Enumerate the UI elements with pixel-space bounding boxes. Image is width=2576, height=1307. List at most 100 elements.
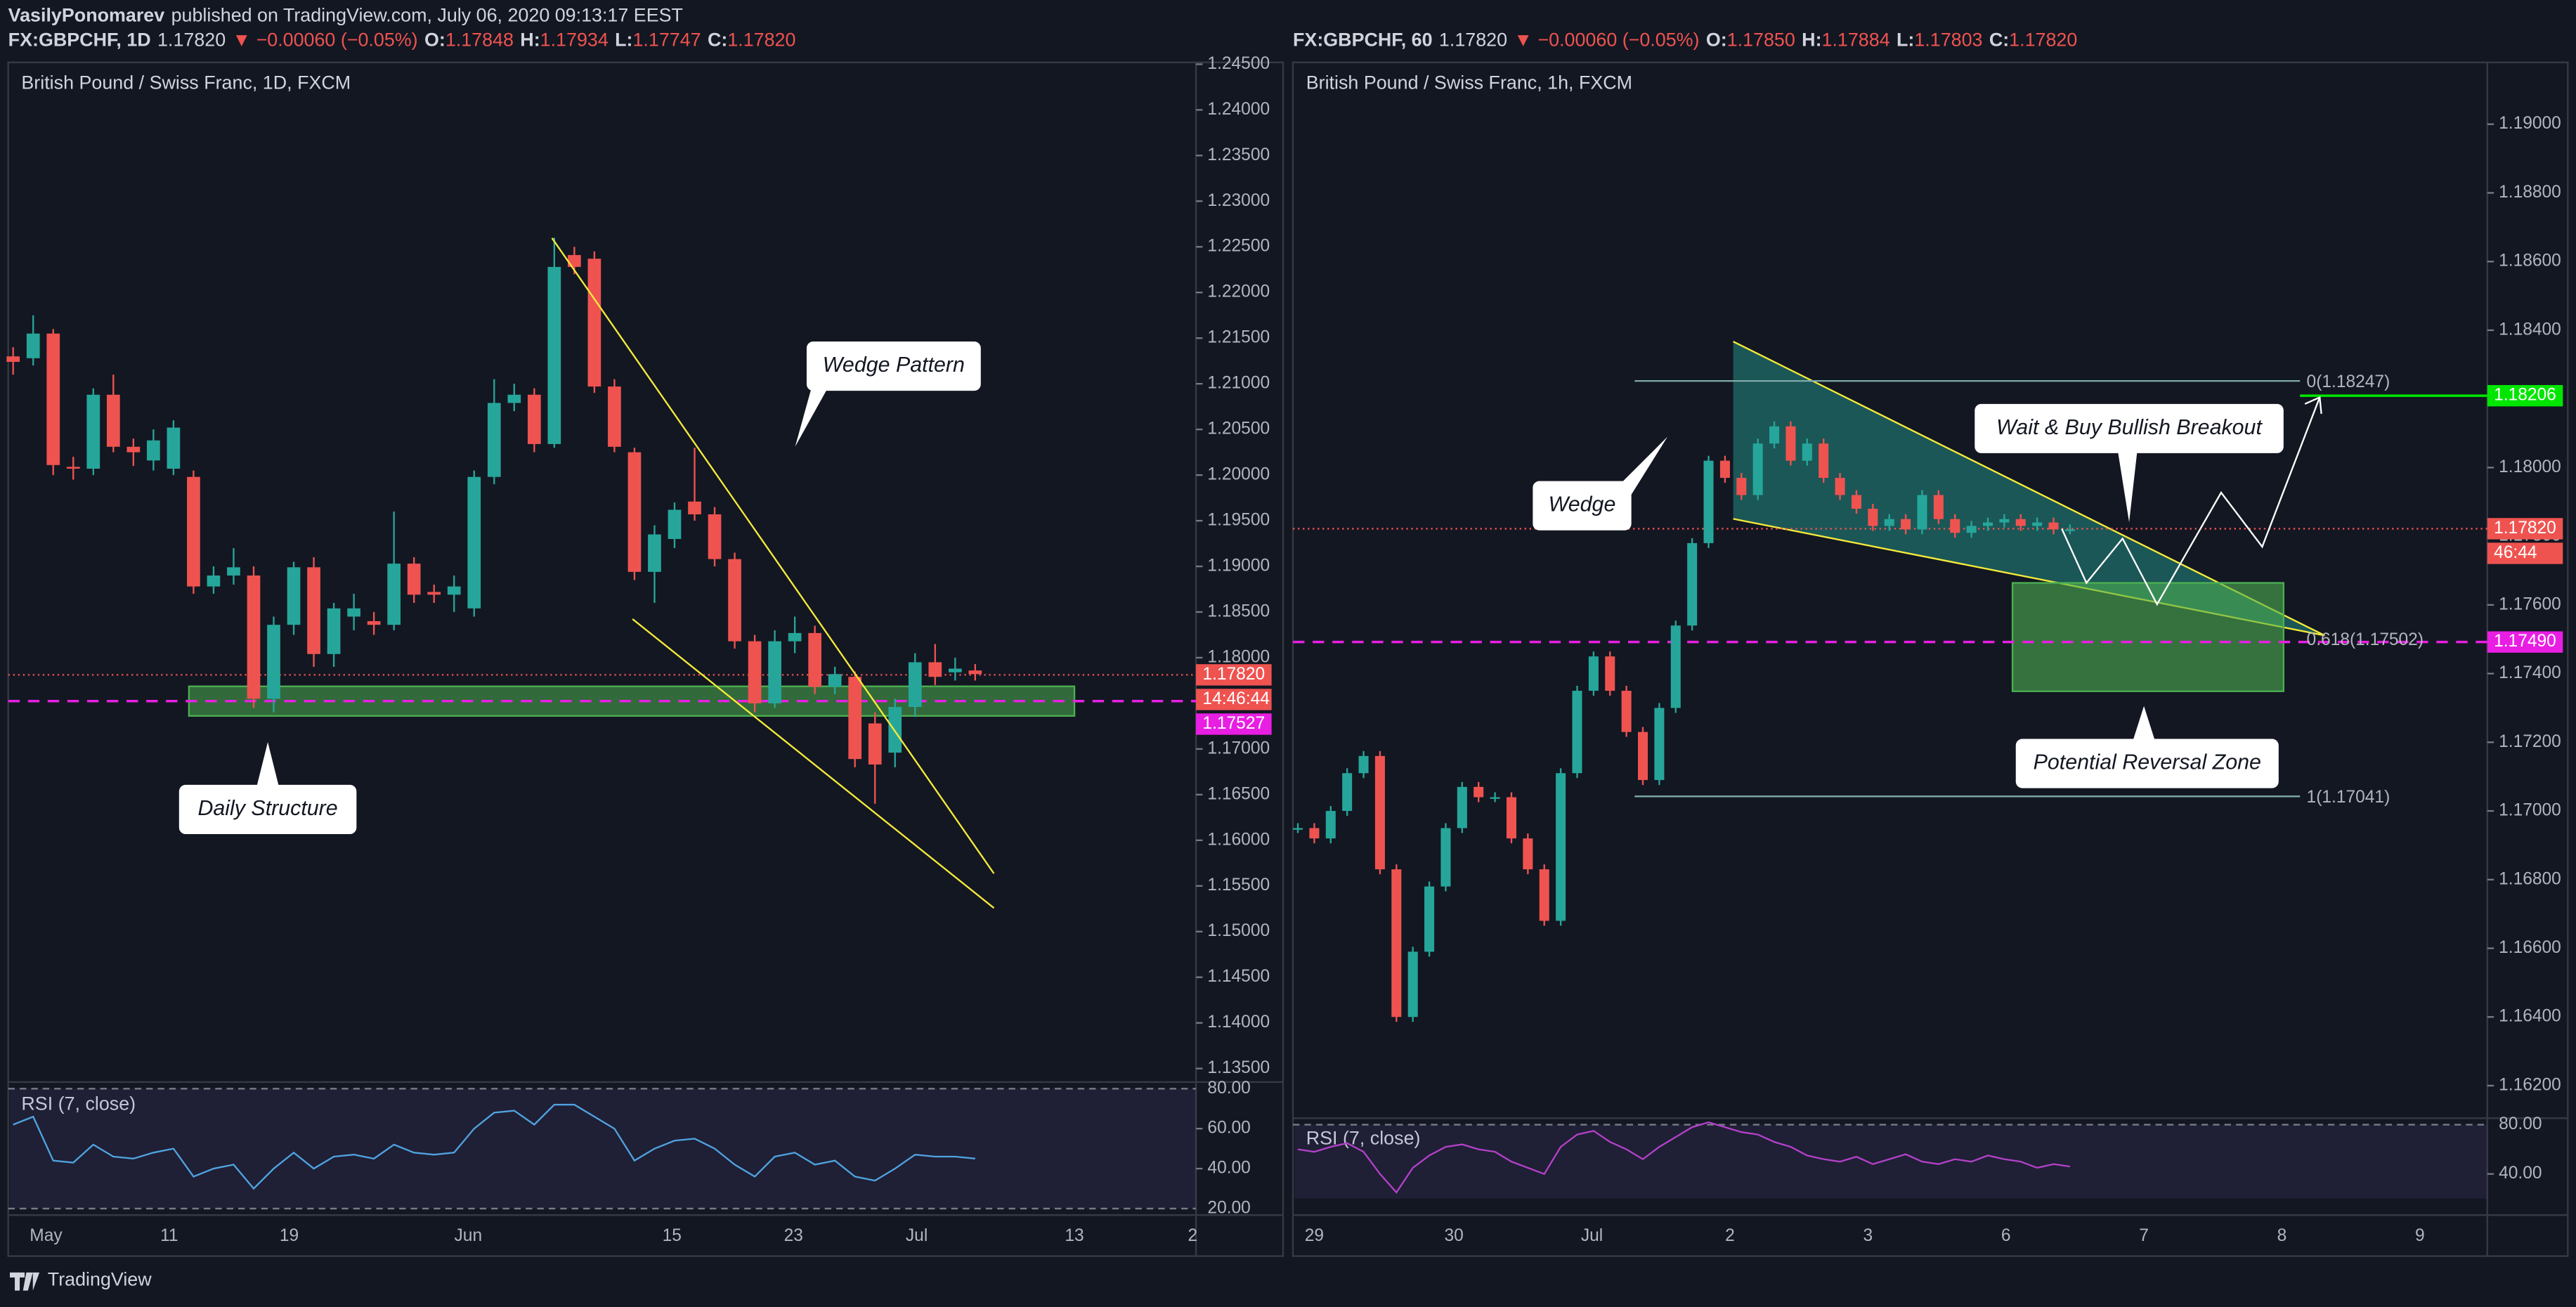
rsi-tick-label: 60.00 bbox=[1207, 1119, 1250, 1138]
ohlc-value: 1.17803 bbox=[1914, 30, 1982, 51]
price-tick-label: 1.16200 bbox=[2499, 1075, 2561, 1094]
candle-body bbox=[848, 677, 862, 760]
price-tick-label: 1.18000 bbox=[2499, 457, 2561, 476]
time-label: 9 bbox=[2415, 1226, 2425, 1245]
candle-body bbox=[1884, 519, 1894, 526]
candle-body bbox=[1358, 755, 1369, 774]
candle-body bbox=[728, 559, 741, 642]
wedge-line bbox=[632, 618, 995, 909]
price-tick-label: 1.17400 bbox=[2499, 663, 2561, 682]
candle-body bbox=[1736, 478, 1747, 495]
price-tag bbox=[1196, 713, 1272, 735]
candle-body bbox=[2015, 519, 2026, 526]
ohlc-label: H: bbox=[520, 30, 540, 51]
symbol: FX:GBPCHF, 1D bbox=[8, 30, 151, 51]
price-tick-label: 1.24500 bbox=[1207, 54, 1270, 73]
brand: TradingView bbox=[48, 1269, 152, 1290]
price-tick-label: 1.18600 bbox=[2499, 252, 2561, 271]
candle-body bbox=[2064, 529, 2075, 531]
time-label: 11 bbox=[160, 1226, 178, 1245]
price-tag-label: 1.17490 bbox=[2494, 632, 2556, 651]
candle-body bbox=[627, 452, 642, 572]
price-tick-label: 1.19500 bbox=[1207, 511, 1270, 530]
price-tick-label: 1.22500 bbox=[1207, 237, 1270, 256]
callout-pointer bbox=[256, 742, 280, 788]
candle-body bbox=[1523, 838, 1533, 870]
candle-body bbox=[467, 476, 481, 609]
callout-box bbox=[1975, 403, 2284, 453]
price-tick-label: 1.24000 bbox=[1207, 100, 1270, 119]
rsi-line bbox=[13, 1103, 975, 1190]
price-tag bbox=[2487, 384, 2563, 407]
price-tick-label: 1.21500 bbox=[1207, 328, 1270, 347]
candle-body bbox=[1785, 426, 1796, 461]
candle-body bbox=[46, 333, 60, 465]
price-tick-label: 1.19000 bbox=[2499, 114, 2561, 133]
candle-body bbox=[808, 632, 822, 687]
time-label: 3 bbox=[1863, 1226, 1873, 1245]
time-label: 2 bbox=[1188, 1226, 1198, 1245]
price-tick-label: 1.17200 bbox=[2499, 732, 2561, 751]
pane-border bbox=[7, 61, 1284, 1257]
structure-zone bbox=[188, 685, 1076, 717]
callout-text: Wait & Buy Bullish Breakout bbox=[1996, 415, 2263, 439]
reversal-zone bbox=[2011, 582, 2285, 692]
candle-body bbox=[1440, 828, 1451, 887]
symbol: FX:GBPCHF, 60 bbox=[1293, 30, 1433, 51]
candle-body bbox=[407, 564, 421, 595]
candle-body bbox=[247, 576, 261, 699]
candle-body bbox=[1424, 886, 1435, 952]
price-tag-label: 14:46:44 bbox=[1202, 689, 1270, 708]
brand-logo bbox=[10, 1272, 40, 1291]
ohlc-value: 1.17850 bbox=[1727, 30, 1795, 51]
candle-body bbox=[1293, 828, 1303, 830]
candle-body bbox=[1391, 869, 1402, 1017]
symbol-line: FX:GBPCHF, 60 1.17820 ▼ −0.00060 (−0.05%) O… bbox=[1293, 30, 2077, 51]
pane-border bbox=[1292, 61, 2569, 1257]
candle-body bbox=[227, 567, 240, 576]
price-tick-label: 1.19000 bbox=[1207, 557, 1270, 576]
time-label: Jul bbox=[906, 1226, 928, 1245]
candle-body bbox=[1687, 542, 1698, 626]
candle-body bbox=[1605, 656, 1615, 691]
candle-body bbox=[66, 467, 80, 469]
candle-body bbox=[1851, 495, 1861, 509]
price-tick-label: 1.14000 bbox=[1207, 1013, 1270, 1032]
candle-body bbox=[1309, 828, 1320, 839]
pane-title: British Pound / Swiss Franc, 1D, FXCM bbox=[21, 72, 351, 93]
candle-body bbox=[888, 707, 902, 753]
candle-body bbox=[387, 564, 401, 625]
ohlc-label: H: bbox=[1802, 30, 1821, 51]
candle-body bbox=[1719, 460, 1730, 479]
candle-body bbox=[287, 567, 301, 625]
candle-body bbox=[6, 356, 20, 362]
candle-body bbox=[26, 333, 40, 358]
price-tick-label: 1.16400 bbox=[2499, 1007, 2561, 1026]
candle-body bbox=[1474, 786, 1484, 798]
candle-body bbox=[828, 674, 842, 687]
callout-text: Daily Structure bbox=[197, 796, 337, 820]
price-tick-label: 1.16000 bbox=[1207, 830, 1270, 849]
candle-body bbox=[447, 586, 461, 595]
callout-box bbox=[2015, 739, 2279, 788]
candle-body bbox=[1506, 797, 1516, 839]
price-tick-label: 1.16600 bbox=[2499, 938, 2561, 957]
time-label: Jul bbox=[1581, 1226, 1603, 1245]
candle-body bbox=[1769, 426, 1780, 444]
fib-label: 0.618(1.17502) bbox=[2307, 630, 2424, 649]
candle-body bbox=[1325, 811, 1336, 839]
price-tag bbox=[2487, 542, 2563, 564]
candle-body bbox=[547, 266, 561, 444]
candle-body bbox=[1966, 526, 1977, 533]
candle-body bbox=[1917, 495, 1927, 530]
ohlc-value: 1.17747 bbox=[633, 30, 701, 51]
candle-body bbox=[1342, 773, 1353, 812]
candle-body bbox=[608, 386, 621, 447]
rsi-tick-label: 80.00 bbox=[2499, 1114, 2542, 1133]
rsi-label: RSI (7, close) bbox=[21, 1093, 136, 1114]
candle-body bbox=[367, 620, 381, 625]
candle-body bbox=[507, 394, 521, 403]
ohlc-label: C: bbox=[1989, 30, 2009, 51]
ohlc-value: 1.17884 bbox=[1822, 30, 1890, 51]
candle-body bbox=[126, 446, 141, 453]
